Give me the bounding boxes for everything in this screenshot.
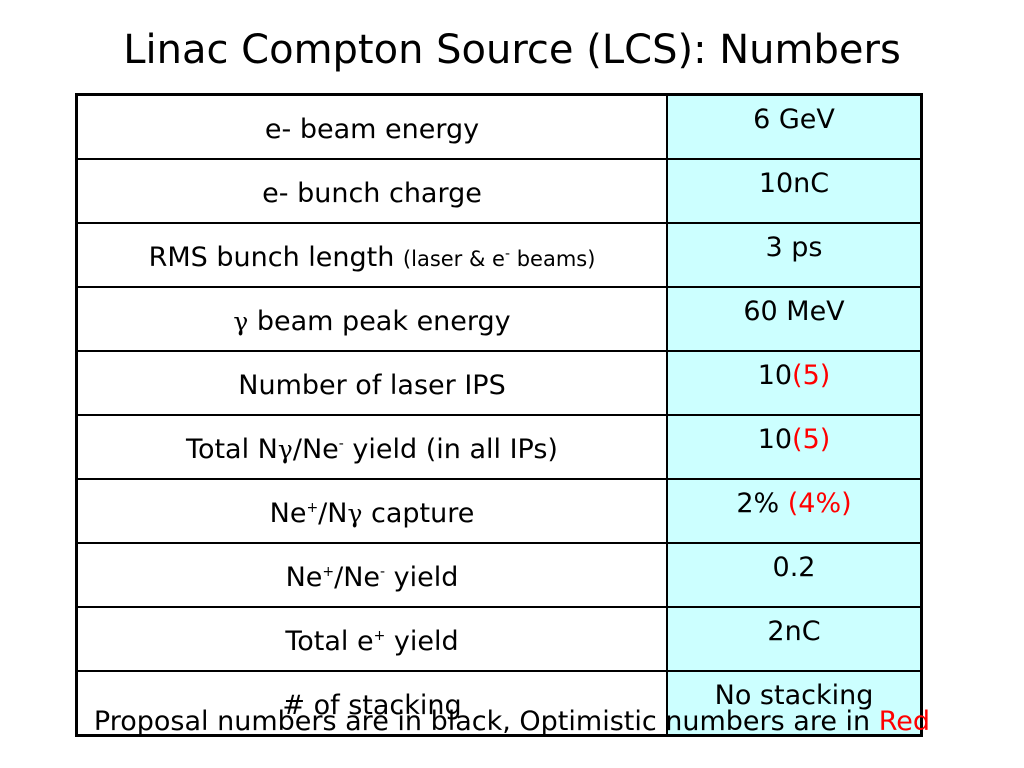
value-text: 10 xyxy=(757,360,793,391)
row-value: 60 MeV xyxy=(666,286,923,352)
label-text: /N xyxy=(318,497,348,529)
row-label: # of stacking xyxy=(75,670,668,737)
label-text: Ne xyxy=(285,561,323,593)
legend-note: Proposal numbers are in black, Optimisti… xyxy=(0,702,1024,742)
row-value: 2% (4%) xyxy=(666,478,923,544)
label-text: Ne xyxy=(269,497,307,529)
parameters-table: e- beam energy 6 GeV e- bunch charge 10n… xyxy=(75,93,923,737)
row-label: RMS bunch length (laser & e- beams) xyxy=(75,222,668,288)
label-text: RMS bunch length xyxy=(148,241,395,273)
legend-text: Proposal numbers are in black, Optimisti… xyxy=(93,706,879,737)
table-row: Ne+/Ne- yield 0.2 xyxy=(75,542,923,608)
value-text: 6 GeV xyxy=(753,104,835,135)
superscript: + xyxy=(373,627,386,644)
label-text: Total e xyxy=(285,625,374,657)
row-value: 6 GeV xyxy=(666,93,923,160)
row-value: 10(5) xyxy=(666,350,923,416)
page-title: Linac Compton Source (LCS): Numbers xyxy=(123,27,901,73)
row-value: No stacking xyxy=(666,670,923,737)
table-row: e- bunch charge 10nC xyxy=(75,158,923,224)
legend-red-word: Red xyxy=(878,706,931,737)
row-label: e- beam energy xyxy=(75,93,668,160)
gamma-symbol: γ xyxy=(347,498,363,528)
row-label: e- bunch charge xyxy=(75,158,668,224)
label-text: beam peak energy xyxy=(248,305,511,337)
value-text: 0.2 xyxy=(772,552,816,583)
label-text: e- bunch charge xyxy=(262,177,482,209)
label-text: /Ne xyxy=(334,561,381,593)
label-text: yield (in all IPs) xyxy=(343,433,558,465)
gamma-symbol: γ xyxy=(277,434,293,464)
table-row: e- beam energy 6 GeV xyxy=(75,93,923,160)
label-text: Total N xyxy=(186,433,278,465)
row-label: γ beam peak energy xyxy=(75,286,668,352)
row-value: 0.2 xyxy=(666,542,923,608)
gamma-symbol: γ xyxy=(233,306,249,336)
label-note: (laser & e- beams) xyxy=(403,247,596,271)
value-text: 60 MeV xyxy=(743,296,845,327)
label-text: # of stacking xyxy=(282,689,462,721)
optimistic-value: (5) xyxy=(792,424,831,455)
note-text: (laser & e xyxy=(402,246,505,271)
superscript: - xyxy=(338,435,344,452)
label-text: yield xyxy=(385,625,459,657)
optimistic-value: (5) xyxy=(792,360,831,391)
value-text: 2nC xyxy=(767,616,821,647)
label-text: e- beam energy xyxy=(264,113,480,145)
row-value: 2nC xyxy=(666,606,923,672)
row-label: Total e+ yield xyxy=(75,606,668,672)
value-text: No stacking xyxy=(714,680,874,711)
row-value: 3 ps xyxy=(666,222,923,288)
row-value: 10(5) xyxy=(666,414,923,480)
row-label: Ne+/Nγ capture xyxy=(75,478,668,544)
table-row: Total Nγ/Ne- yield (in all IPs) 10(5) xyxy=(75,414,923,480)
row-value: 10nC xyxy=(666,158,923,224)
value-text: 10nC xyxy=(758,168,830,199)
value-text: 2% xyxy=(736,488,788,519)
superscript: + xyxy=(306,499,319,516)
table-row: # of stacking No stacking xyxy=(75,670,923,737)
table-row: Ne+/Nγ capture 2% (4%) xyxy=(75,478,923,544)
superscript: - xyxy=(504,245,511,262)
value-text: 3 ps xyxy=(765,232,823,263)
value-text: 10 xyxy=(757,424,793,455)
row-label: Ne+/Ne- yield xyxy=(75,542,668,608)
label-text: /Ne xyxy=(292,433,339,465)
table-row: Number of laser IPS 10(5) xyxy=(75,350,923,416)
table-row: Total e+ yield 2nC xyxy=(75,606,923,672)
row-label: Number of laser IPS xyxy=(75,350,668,416)
optimistic-value: (4%) xyxy=(787,488,852,519)
superscript: + xyxy=(322,563,335,580)
label-text: capture xyxy=(362,497,475,529)
row-label: Total Nγ/Ne- yield (in all IPs) xyxy=(75,414,668,480)
label-text: yield xyxy=(385,561,459,593)
note-text: beams) xyxy=(510,246,596,271)
superscript: - xyxy=(380,563,386,580)
label-text: Number of laser IPS xyxy=(238,369,506,401)
table-row: RMS bunch length (laser & e- beams) 3 ps xyxy=(75,222,923,288)
table-row: γ beam peak energy 60 MeV xyxy=(75,286,923,352)
